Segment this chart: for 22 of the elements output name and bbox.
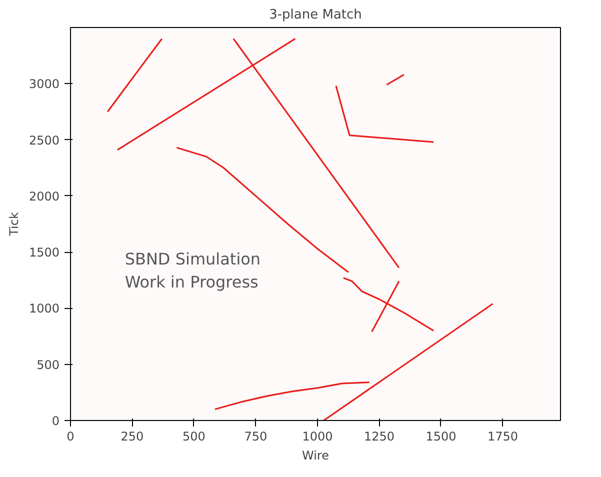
x-tick-label: 750 bbox=[244, 430, 268, 444]
x-axis-title: Wire bbox=[302, 448, 330, 462]
line-series bbox=[176, 146, 350, 274]
y-tick-label: 0 bbox=[52, 414, 60, 428]
x-tick-label: 1000 bbox=[302, 430, 333, 444]
chart-title: 3-plane Match bbox=[269, 8, 362, 22]
y-tick-label: 1000 bbox=[28, 302, 60, 316]
x-tick-label: 0 bbox=[66, 430, 74, 444]
line-series bbox=[214, 382, 370, 410]
x-tick-label: 1500 bbox=[426, 430, 456, 444]
y-tick-label: 1500 bbox=[28, 246, 60, 260]
y-tick-label: 500 bbox=[36, 358, 60, 372]
x-tick-label: 1250 bbox=[364, 430, 394, 444]
y-tick-label: 2000 bbox=[28, 189, 60, 204]
y-tick-label: 3000 bbox=[28, 77, 60, 92]
y-tick-label: 2500 bbox=[28, 133, 60, 148]
x-tick-label: 500 bbox=[182, 430, 206, 444]
y-axis-title: Tick bbox=[6, 212, 21, 237]
line-series bbox=[342, 277, 434, 332]
x-tick-label: 1750 bbox=[487, 430, 518, 444]
annotation: SBND Simulation Work in Progress bbox=[124, 250, 261, 292]
x-tick-label: 250 bbox=[120, 430, 144, 444]
